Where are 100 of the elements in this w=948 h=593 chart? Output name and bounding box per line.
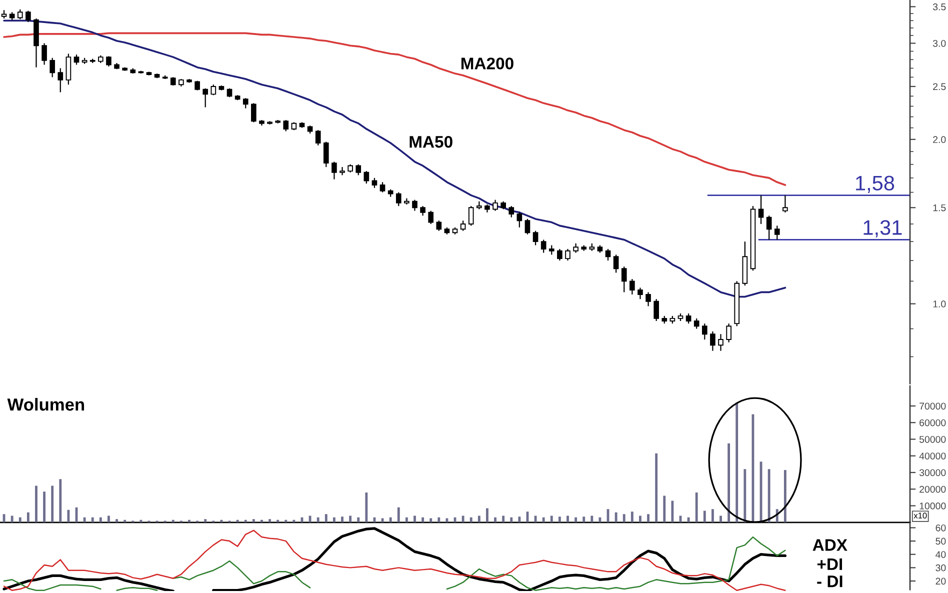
candlestick bbox=[630, 278, 635, 296]
candlestick bbox=[492, 199, 498, 212]
candlestick bbox=[766, 215, 772, 240]
annotation: ADX bbox=[812, 539, 848, 551]
bar bbox=[614, 512, 618, 522]
bar bbox=[108, 516, 110, 522]
bar bbox=[550, 516, 553, 522]
candlestick bbox=[42, 42, 47, 66]
series-label: MA50 bbox=[410, 136, 452, 148]
candlestick bbox=[106, 56, 112, 68]
bar bbox=[252, 519, 255, 522]
candlestick bbox=[50, 57, 56, 78]
bar bbox=[494, 517, 496, 522]
y-tick-label: 60000 bbox=[920, 419, 946, 426]
candlestick bbox=[210, 84, 216, 96]
candlestick bbox=[710, 330, 716, 352]
candlestick bbox=[774, 225, 780, 240]
bar bbox=[711, 509, 714, 522]
bar bbox=[558, 516, 561, 522]
bar bbox=[574, 517, 578, 522]
candlestick bbox=[654, 298, 659, 322]
bar bbox=[728, 443, 730, 522]
bar bbox=[83, 517, 86, 522]
bar bbox=[502, 516, 505, 522]
y-tick-label: 40 bbox=[936, 551, 946, 558]
y-tick-label: 40000 bbox=[919, 452, 946, 460]
candlestick bbox=[58, 68, 64, 93]
candlestick bbox=[436, 220, 442, 232]
y-tick-label: 60 bbox=[936, 524, 946, 532]
candlestick bbox=[782, 194, 788, 213]
candlestick bbox=[26, 10, 31, 23]
candlestick bbox=[557, 248, 562, 262]
bar bbox=[582, 516, 586, 522]
candlestick bbox=[428, 210, 434, 225]
bar bbox=[414, 516, 416, 522]
bar bbox=[542, 517, 545, 522]
bar bbox=[430, 518, 432, 522]
bar bbox=[478, 516, 480, 522]
bar bbox=[18, 517, 22, 522]
y-tick-label: 1.0 bbox=[933, 300, 946, 308]
candlestick bbox=[548, 244, 554, 256]
bar bbox=[397, 507, 400, 522]
candlestick bbox=[420, 205, 426, 216]
candlestick bbox=[17, 8, 23, 20]
y-tick-label: 70000 bbox=[920, 402, 946, 410]
bar bbox=[116, 519, 118, 522]
bar bbox=[308, 516, 312, 522]
bar bbox=[341, 516, 344, 522]
y-tick-label: 30000 bbox=[919, 469, 946, 476]
series-label: MA200 bbox=[461, 58, 514, 70]
bar bbox=[51, 486, 54, 522]
y-tick-label: 50000 bbox=[919, 436, 946, 443]
bar bbox=[365, 492, 368, 522]
bar bbox=[518, 516, 521, 522]
bar bbox=[720, 516, 722, 522]
candlestick bbox=[532, 230, 538, 246]
bar bbox=[316, 517, 320, 522]
bar bbox=[768, 469, 770, 522]
bar bbox=[655, 453, 658, 522]
candlestick bbox=[364, 170, 370, 184]
candlestick bbox=[516, 212, 522, 228]
y-tick-label: 3.0 bbox=[932, 40, 946, 47]
bar bbox=[622, 514, 626, 522]
candlestick bbox=[621, 266, 627, 293]
bar bbox=[91, 517, 94, 522]
candlestick bbox=[613, 254, 619, 274]
bar bbox=[332, 517, 336, 522]
candlestick bbox=[726, 322, 732, 343]
candlestick bbox=[758, 194, 764, 225]
y-tick-label: 20 bbox=[936, 578, 946, 585]
candlestick bbox=[460, 220, 466, 232]
candlestick bbox=[74, 54, 80, 66]
candlestick bbox=[508, 205, 514, 218]
candlestick bbox=[702, 322, 708, 340]
candlestick bbox=[323, 141, 329, 168]
bar bbox=[99, 517, 102, 522]
candlestick bbox=[380, 182, 386, 193]
y-tick-label: 3.5 bbox=[932, 3, 946, 10]
candlestick bbox=[251, 102, 256, 123]
bar bbox=[59, 479, 62, 522]
bar bbox=[26, 512, 30, 522]
bar bbox=[357, 517, 360, 522]
line-series bbox=[3, 32, 786, 186]
candlestick bbox=[646, 292, 651, 307]
candlestick bbox=[356, 164, 362, 176]
candlestick bbox=[283, 119, 289, 132]
bar bbox=[784, 470, 786, 522]
candlestick bbox=[686, 312, 692, 324]
candlestick bbox=[332, 161, 337, 180]
candlestick bbox=[718, 334, 724, 352]
bar bbox=[744, 469, 746, 522]
candlestick bbox=[573, 242, 578, 254]
bar bbox=[462, 516, 464, 522]
bar bbox=[590, 516, 594, 522]
bar bbox=[324, 514, 328, 522]
ref-line-label: 1,58 bbox=[856, 176, 894, 193]
candlestick bbox=[524, 218, 530, 235]
y-tick-label: 2.5 bbox=[933, 83, 946, 90]
y-tick-label: 20000 bbox=[920, 486, 946, 493]
bar bbox=[446, 518, 448, 522]
